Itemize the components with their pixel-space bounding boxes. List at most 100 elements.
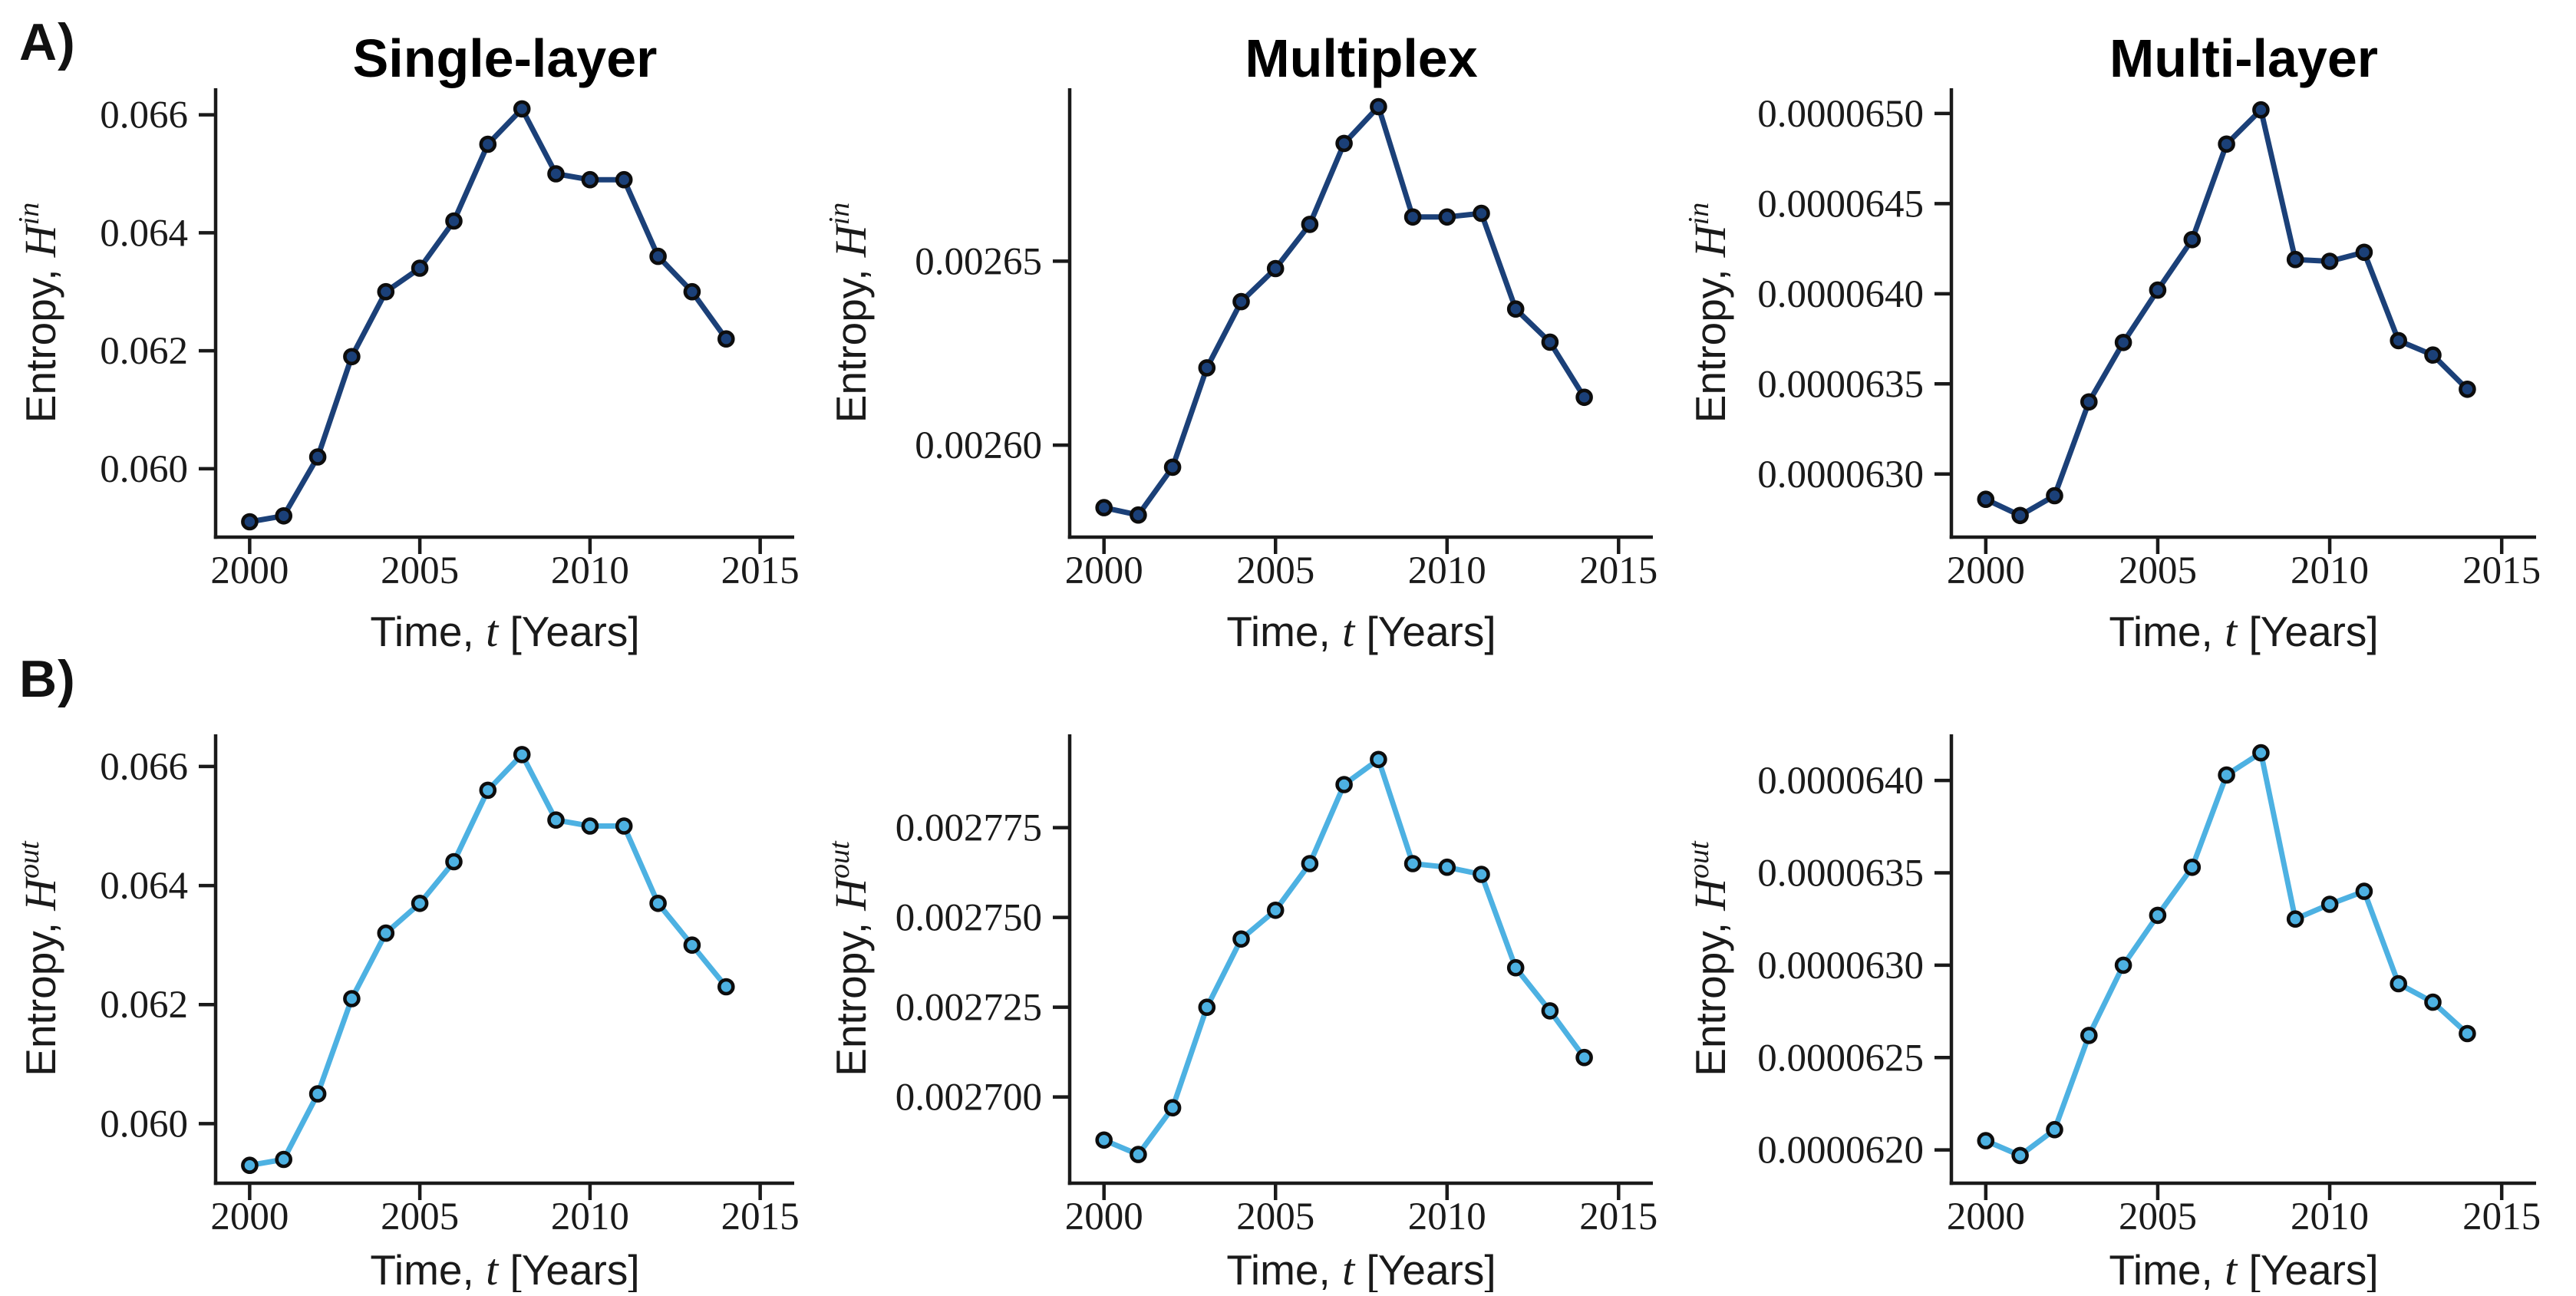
y-tick-label: 0.002750: [895, 897, 1042, 940]
data-point-2001: [275, 1150, 293, 1169]
x-tick-label: 2000: [210, 549, 289, 592]
data-point-2004: [377, 924, 395, 942]
data-point-2007: [479, 135, 497, 153]
data-point-2000: [1977, 1132, 1995, 1149]
data-point-2007: [2218, 766, 2235, 784]
data-point-2006: [2183, 230, 2202, 249]
panel-label-a: A): [19, 13, 76, 71]
data-point-2009: [547, 811, 565, 829]
series-line: [1101, 757, 1588, 1158]
x-tick-label: 2005: [381, 549, 459, 592]
data-point-2001: [2011, 506, 2029, 525]
x-tick-label: 2000: [1947, 1195, 2025, 1238]
y-tick-label: 0.002725: [895, 987, 1042, 1030]
data-point-2002: [1163, 1099, 1182, 1116]
data-point-2013: [2424, 993, 2442, 1011]
y-axis-label: Entropy, Hin: [1683, 203, 1735, 423]
data-point-2014: [717, 978, 735, 996]
data-point-2000: [1095, 1131, 1113, 1149]
data-point-2008: [513, 100, 531, 118]
data-point-2003: [1198, 359, 1216, 377]
data-point-2008: [2252, 744, 2270, 762]
x-tick-label: 2005: [1236, 549, 1314, 592]
data-point-2012: [1506, 958, 1525, 977]
y-tick-label: 0.060: [100, 1103, 188, 1146]
data-point-2009: [1403, 208, 1422, 226]
y-tick-label: 0.0000640: [1757, 273, 1924, 316]
data-point-2002: [2046, 1120, 2063, 1139]
data-point-2007: [2218, 135, 2235, 153]
data-point-2000: [1095, 499, 1113, 516]
x-tick-label: 2010: [551, 549, 629, 592]
data-point-2003: [1198, 998, 1216, 1016]
chart-title: Multi-layer: [2109, 28, 2378, 88]
data-point-2011: [2355, 882, 2373, 900]
y-tick-label: 0.00260: [915, 424, 1042, 467]
data-point-2004: [2114, 333, 2132, 351]
data-point-2001: [275, 506, 293, 525]
y-tick-label: 0.0000630: [1757, 453, 1924, 496]
x-tick-label: 2000: [1065, 549, 1143, 592]
y-tick-label: 0.0000635: [1757, 852, 1924, 895]
data-point-2004: [2114, 956, 2132, 974]
data-point-2007: [479, 781, 497, 800]
x-tick-label: 2015: [1579, 1195, 1657, 1238]
data-point-2011: [1473, 204, 1490, 223]
data-point-2008: [1370, 750, 1387, 769]
y-tick-label: 0.064: [100, 212, 188, 255]
data-point-2001: [1130, 1146, 1147, 1163]
data-point-2004: [1232, 292, 1250, 311]
data-point-2002: [308, 448, 327, 466]
data-point-2001: [1130, 506, 1147, 524]
data-point-2013: [1541, 1002, 1559, 1020]
x-tick-label: 2015: [721, 1195, 800, 1238]
chart-multiplex-h-out: 0.002700 0.002725 0.002750 0.002775 2000 2005…: [823, 734, 1657, 1294]
x-tick-label: 2010: [551, 1195, 629, 1238]
y-tick-label: 0.062: [100, 330, 188, 373]
data-point-2008: [513, 746, 531, 763]
data-point-2009: [2286, 250, 2304, 269]
y-tick-label: 0.0000645: [1757, 183, 1924, 226]
y-axis-label: Entropy, Hout: [1683, 840, 1735, 1077]
chart-title: Multiplex: [1245, 28, 1477, 88]
x-axis-label: Time, t [Years]: [370, 606, 639, 656]
data-point-2000: [1977, 490, 1995, 509]
data-point-2013: [683, 936, 701, 954]
data-point-2003: [2080, 1027, 2098, 1044]
data-point-2000: [241, 513, 259, 531]
chart-multi-layer-h-out: 0.0000620 0.0000625 0.0000630 0.0000635 0.00…: [1683, 734, 2541, 1294]
x-axis-label: Time, t [Years]: [2109, 1245, 2378, 1292]
data-point-2005: [411, 895, 429, 912]
x-tick-label: 2010: [1408, 1195, 1486, 1238]
y-axis-label: Entropy, Hout: [823, 840, 876, 1077]
y-axis-label: Entropy, Hin: [13, 203, 65, 423]
data-point-2013: [683, 282, 701, 301]
series-line: [1983, 107, 2470, 519]
data-point-2009: [2286, 910, 2304, 928]
data-point-2010: [2320, 252, 2339, 270]
x-tick-label: 2000: [210, 1195, 289, 1238]
x-tick-label: 2015: [721, 549, 800, 592]
data-point-2004: [1232, 930, 1250, 948]
x-tick-label: 2000: [1947, 549, 2025, 592]
x-tick-label: 2015: [2462, 1195, 2541, 1238]
y-tick-label: 0.00265: [915, 240, 1042, 283]
data-point-2005: [2149, 281, 2167, 299]
data-point-2003: [343, 348, 361, 366]
y-tick-label: 0.0000625: [1757, 1037, 1924, 1080]
chart-single-layer-h-out: 0.060 0.062 0.064 0.066 2000 2005 2010 2015 Time…: [13, 734, 800, 1294]
data-point-2012: [1506, 300, 1525, 318]
y-tick-label: 0.0000640: [1757, 760, 1924, 803]
data-point-2005: [2149, 906, 2167, 925]
x-tick-label: 2015: [1579, 549, 1657, 592]
data-point-2013: [2424, 346, 2442, 364]
chart-title: Single-layer: [353, 28, 658, 88]
data-point-2007: [1335, 776, 1353, 793]
x-axis-label: Time, t [Years]: [1226, 606, 1496, 656]
series-line: [246, 751, 729, 1169]
y-tick-label: 0.060: [100, 448, 188, 491]
x-tick-label: 2010: [2291, 549, 2369, 592]
data-point-2011: [1473, 866, 1490, 883]
